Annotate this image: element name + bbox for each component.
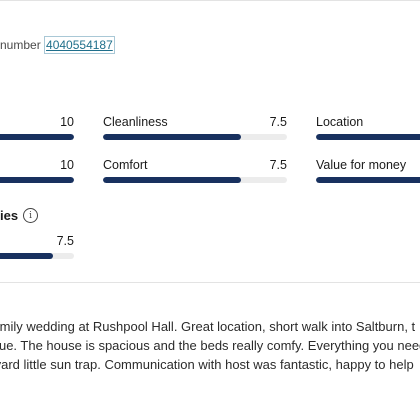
rating-bar: [0, 134, 74, 140]
rating-bar: [316, 134, 420, 140]
rating-item-cleanliness: Cleanliness 7.5: [103, 115, 287, 145]
licence-number-link[interactable]: 4040554187: [44, 36, 115, 54]
info-icon[interactable]: i: [23, 208, 39, 223]
rating-bar: [103, 134, 287, 140]
facilities-heading-text: ies: [0, 208, 19, 223]
review-line: a family wedding at Rushpool Hall. Great…: [0, 319, 416, 334]
rating-label: Cleanliness: [103, 115, 168, 129]
rating-value: 10: [60, 158, 74, 172]
rating-label: Comfort: [103, 158, 148, 172]
rating-bar-fill: [0, 134, 74, 140]
rating-label: Location: [316, 115, 364, 129]
rating-value: 10: [60, 115, 74, 129]
rating-bar: [316, 177, 420, 183]
rating-bar-fill: [316, 134, 420, 140]
review-text: a family wedding at Rushpool Hall. Great…: [0, 317, 420, 374]
rating-bar-fill: [103, 134, 241, 140]
licence-number-row: number 4040554187: [0, 36, 115, 54]
rating-bar: [0, 177, 74, 183]
rating-item-value-for-money: Value for money: [316, 158, 420, 188]
rating-bar-fill: [0, 253, 53, 259]
rating-bar-fill: [103, 177, 241, 183]
rating-item-4: 10: [0, 158, 74, 188]
rating-value: 7.5: [269, 158, 287, 172]
review-line: venue. The house is spacious and the bed…: [0, 338, 420, 353]
rating-value: 7.5: [56, 234, 74, 248]
rating-item-1: 10: [0, 115, 74, 145]
rating-bar-fill: [0, 177, 74, 183]
review-line: ck yard little sun trap. Communication w…: [0, 357, 414, 372]
rating-item-location: Location: [316, 115, 420, 145]
rating-item-comfort: Comfort 7.5: [103, 158, 287, 188]
rating-bar: [103, 177, 287, 183]
licence-number-label: number: [0, 38, 41, 52]
rating-item-facilities: 7.5: [0, 234, 74, 264]
rating-value: 7.5: [269, 115, 287, 129]
section-divider: [0, 282, 420, 283]
top-divider: [0, 0, 420, 1]
rating-label: Value for money: [316, 158, 407, 172]
facilities-heading: ies i: [0, 208, 39, 223]
rating-bar: [0, 253, 74, 259]
rating-bar-fill: [316, 177, 420, 183]
